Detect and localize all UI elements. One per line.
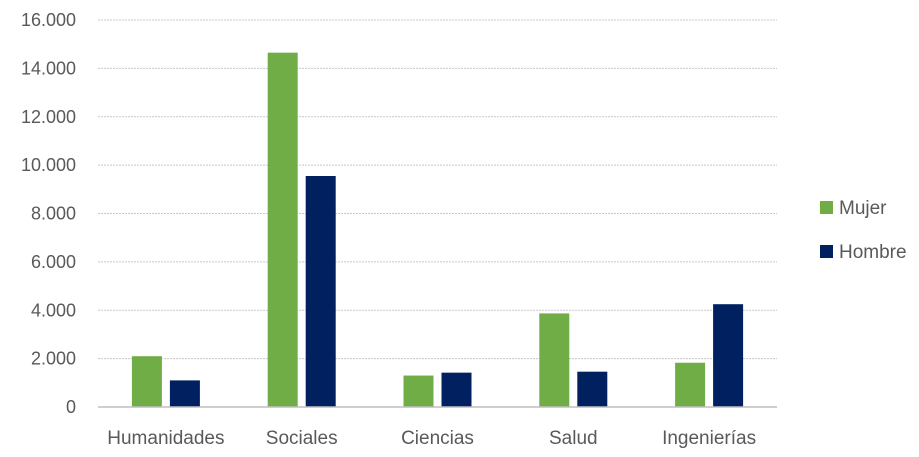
bar-hombre-3 (577, 371, 608, 407)
bar-mujer-2 (403, 375, 434, 407)
bar-mujer-3 (539, 313, 570, 407)
x-category-label: Ingenierías (662, 428, 756, 449)
legend-swatch-mujer (820, 201, 833, 214)
y-tick-label: 6.000 (31, 252, 76, 272)
bar-hombre-1 (305, 176, 336, 407)
legend-swatch-hombre (820, 245, 833, 258)
y-axis-tick-labels: 0 2.000 4.000 6.000 8.000 10.000 12.000 14.000 1… (21, 10, 76, 417)
y-tick-label: 4.000 (31, 300, 76, 320)
x-category-label: Salud (549, 428, 598, 449)
y-tick-label: 16.000 (21, 10, 76, 30)
y-tick-label: 2.000 (31, 349, 76, 369)
x-category-label: Sociales (266, 428, 338, 449)
x-category-label: Humanidades (107, 428, 224, 449)
y-tick-label: 8.000 (31, 204, 76, 224)
legend-label-mujer: Mujer (839, 198, 887, 219)
legend: Mujer Hombre (820, 198, 907, 263)
bar-mujer-4 (675, 362, 706, 407)
bar-mujer-1 (267, 52, 298, 407)
x-category-label: Ciencias (401, 428, 474, 449)
y-tick-label: 12.000 (21, 107, 76, 127)
x-axis-category-labels: Humanidades Sociales Ciencias Salud Ingenier… (107, 428, 756, 449)
bar-mujer-0 (131, 356, 162, 407)
y-tick-label: 14.000 (21, 58, 76, 78)
legend-label-hombre: Hombre (839, 242, 907, 263)
y-tick-label: 10.000 (21, 155, 76, 175)
bars (131, 52, 744, 407)
bar-hombre-4 (713, 304, 744, 407)
y-tick-label: 0 (66, 397, 76, 417)
gridlines (98, 19, 777, 360)
bar-hombre-2 (441, 372, 472, 407)
bar-hombre-0 (169, 380, 200, 407)
